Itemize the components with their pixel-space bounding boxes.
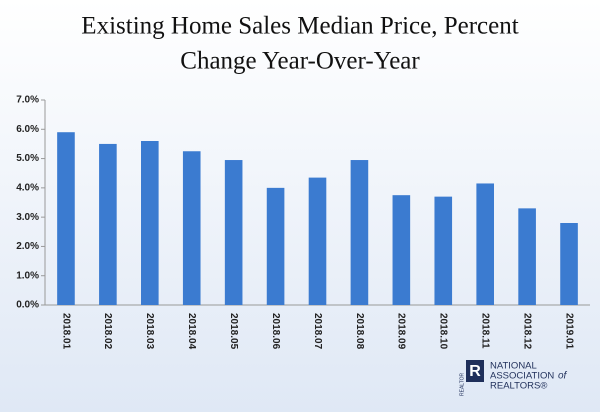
x-tick-label: 2018.09 [396,313,407,350]
x-tick-label: 2018.05 [228,313,239,350]
logo-box [466,360,484,382]
bar [224,160,243,305]
bar [434,196,453,305]
bar [308,177,327,305]
logo-text: NATIONAL [490,361,537,372]
bar [57,132,75,305]
bar [350,160,369,305]
logo-mark: R [469,363,481,380]
y-tick-label: 2.0% [16,241,39,252]
y-tick-label: 0.0% [16,300,39,311]
bar [476,183,494,305]
y-tick-label: 6.0% [16,124,39,135]
bar [560,223,578,305]
x-tick-label: 2018.08 [354,313,365,350]
x-tick-label: 2018.04 [186,313,197,350]
y-tick-label: 4.0% [16,182,39,193]
bar [266,187,285,305]
chart-title: Existing Home Sales Median Price, Percen… [81,13,518,40]
y-tick-label: 3.0% [16,212,39,223]
x-tick-label: 2018.03 [144,313,155,350]
y-tick-label: 5.0% [16,153,39,164]
logo-text: ASSOCIATION [490,371,554,382]
bar [392,195,411,305]
y-tick-label: 1.0% [16,270,39,281]
logo-text: of [558,371,568,382]
y-tick-label: 7.0% [16,95,39,106]
logo-caption: REALTOR [459,372,465,396]
x-tick-label: 2018.11 [480,313,491,349]
bar [518,208,536,305]
chart-title: Change Year-Over-Year [180,48,420,75]
x-tick-label: 2019.01 [563,313,574,350]
bar [141,141,159,305]
x-tick-label: 2018.07 [312,313,323,350]
x-tick-label: 2018.12 [521,313,532,350]
x-tick-label: 2018.02 [102,313,113,350]
bar [99,143,117,305]
x-tick-label: 2018.10 [438,313,449,350]
bar [182,151,201,305]
x-tick-label: 2018.01 [60,313,71,350]
x-tick-label: 2018.06 [270,313,281,350]
logo-text: REALTORS® [490,381,547,392]
logo: R REALTOR NATIONAL ASSOCIATION of REALTO… [459,360,568,396]
